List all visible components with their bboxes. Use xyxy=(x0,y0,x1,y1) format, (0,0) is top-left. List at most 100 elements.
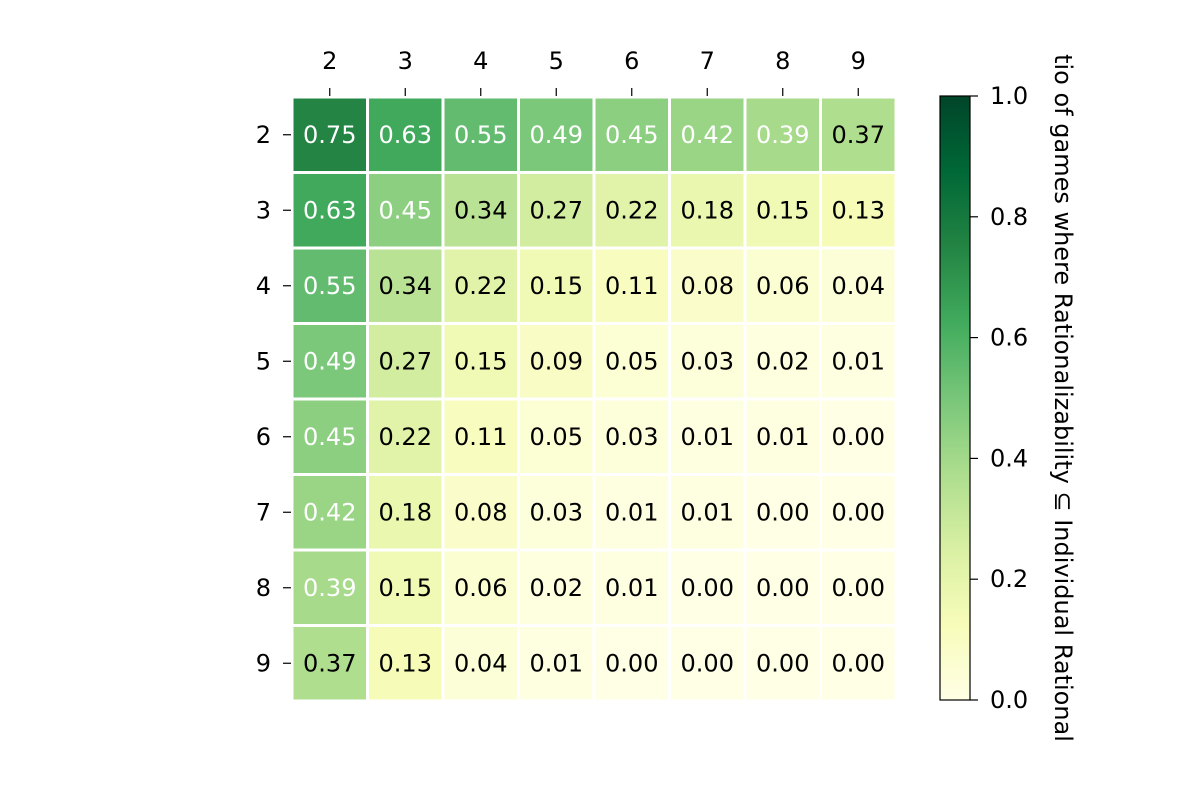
colorbar-tick-label: 0.8 xyxy=(990,203,1028,231)
cell-value-label: 0.75 xyxy=(303,121,356,149)
cell-value-label: 0.11 xyxy=(454,423,507,451)
cell-value-label: 0.37 xyxy=(303,649,356,677)
cell-value-label: 0.39 xyxy=(303,574,356,602)
x-tick-label: 2 xyxy=(322,47,337,75)
heatmap-cell xyxy=(520,98,593,171)
cell-value-label: 0.00 xyxy=(832,423,885,451)
heatmap-cell xyxy=(520,249,593,322)
cell-value-label: 0.49 xyxy=(303,347,356,375)
heatmap-cell xyxy=(822,551,895,624)
cell-value-label: 0.45 xyxy=(379,196,432,224)
x-tick-label: 9 xyxy=(851,47,866,75)
cell-value-label: 0.13 xyxy=(379,649,432,677)
heatmap-cell xyxy=(293,476,366,549)
colorbar-tick-label: 0.0 xyxy=(990,686,1028,714)
x-tick-label: 7 xyxy=(700,47,715,75)
cell-value-label: 0.00 xyxy=(681,649,734,677)
heatmap-cell xyxy=(444,627,517,700)
cell-value-label: 0.11 xyxy=(605,272,658,300)
y-tick-label: 5 xyxy=(256,347,271,375)
heatmap-cell xyxy=(369,249,442,322)
cell-value-label: 0.02 xyxy=(756,347,809,375)
cell-value-label: 0.34 xyxy=(454,196,507,224)
cell-value-label: 0.00 xyxy=(756,498,809,526)
cell-value-label: 0.03 xyxy=(605,423,658,451)
colorbar-tick-label: 1.0 xyxy=(990,82,1028,110)
colorbar-tick-label: 0.6 xyxy=(990,324,1028,352)
y-tick-label: 6 xyxy=(256,423,271,451)
heatmap-cell xyxy=(822,476,895,549)
y-axis-ticks: 2 3 4 5 6 7 8 9 xyxy=(256,121,291,677)
heatmap-cell xyxy=(293,400,366,473)
heatmap-cell xyxy=(444,98,517,171)
cell-value-label: 0.63 xyxy=(379,121,432,149)
x-tick-label: 3 xyxy=(398,47,413,75)
y-tick-label: 3 xyxy=(256,196,271,224)
colorbar-tick-label: 0.2 xyxy=(990,565,1028,593)
cell-value-label: 0.03 xyxy=(530,498,583,526)
heatmap-cell xyxy=(671,400,744,473)
heatmap-cell xyxy=(369,174,442,247)
heatmap-cell xyxy=(369,551,442,624)
heatmap-cell xyxy=(444,325,517,398)
heatmap-cell xyxy=(293,325,366,398)
cell-value-label: 0.34 xyxy=(379,272,432,300)
cell-value-label: 0.00 xyxy=(605,649,658,677)
heatmap-cell xyxy=(595,98,668,171)
cell-value-label: 0.09 xyxy=(530,347,583,375)
cell-value-label: 0.08 xyxy=(454,498,507,526)
y-tick-label: 8 xyxy=(256,574,271,602)
cell-value-label: 0.42 xyxy=(303,498,356,526)
heatmap-cell xyxy=(595,325,668,398)
heatmap-cell xyxy=(520,174,593,247)
x-tick-label: 5 xyxy=(549,47,564,75)
y-tick-label: 9 xyxy=(256,649,271,677)
cell-value-label: 0.01 xyxy=(605,498,658,526)
cell-value-label: 0.55 xyxy=(454,121,507,149)
heatmap-cell xyxy=(746,98,819,171)
heatmap-cell xyxy=(444,174,517,247)
heatmap-cell xyxy=(671,249,744,322)
x-axis-ticks: 2 3 4 5 6 7 8 9 xyxy=(322,47,866,96)
colorbar-gradient xyxy=(939,95,971,701)
heatmap-cell xyxy=(746,174,819,247)
heatmap-cell xyxy=(671,551,744,624)
cell-value-label: 0.00 xyxy=(756,574,809,602)
heatmap-cell xyxy=(444,476,517,549)
heatmap-cell xyxy=(595,476,668,549)
cell-value-label: 0.15 xyxy=(379,574,432,602)
heatmap-cell xyxy=(822,627,895,700)
heatmap-cell xyxy=(595,400,668,473)
cell-value-label: 0.05 xyxy=(605,347,658,375)
heatmap-cell xyxy=(293,627,366,700)
cell-value-label: 0.00 xyxy=(832,574,885,602)
heatmap-cell xyxy=(746,476,819,549)
cell-value-label: 0.45 xyxy=(605,121,658,149)
heatmap-cell xyxy=(671,476,744,549)
colorbar: 0.0 0.2 0.4 0.6 0.8 1.0 tio of games where Ra… xyxy=(939,54,1077,742)
x-tick-label: 6 xyxy=(624,47,639,75)
heatmap-cell xyxy=(746,249,819,322)
cell-value-label: 0.63 xyxy=(303,196,356,224)
cell-value-label: 0.03 xyxy=(681,347,734,375)
cell-value-label: 0.55 xyxy=(303,272,356,300)
heatmap-cell xyxy=(293,98,366,171)
cell-value-label: 0.22 xyxy=(605,196,658,224)
heatmap-cell xyxy=(520,400,593,473)
heatmap-cell xyxy=(822,249,895,322)
heatmap-cell xyxy=(595,249,668,322)
heatmap-cell xyxy=(520,627,593,700)
cell-value-label: 0.27 xyxy=(379,347,432,375)
cell-value-label: 0.00 xyxy=(756,649,809,677)
colorbar-ticks: 0.0 0.2 0.4 0.6 0.8 1.0 xyxy=(970,82,1028,714)
heatmap-cell xyxy=(746,627,819,700)
heatmap-cells: 0.75 0.63 0.55 0.49 0.45 0.42 0.39 0.37 0.63 0.45… xyxy=(293,98,895,700)
cell-value-label: 0.15 xyxy=(756,196,809,224)
heatmap-cell xyxy=(595,174,668,247)
cell-value-label: 0.01 xyxy=(530,649,583,677)
cell-value-label: 0.15 xyxy=(454,347,507,375)
cell-value-label: 0.49 xyxy=(530,121,583,149)
heatmap-cell xyxy=(822,174,895,247)
heatmap-cell xyxy=(671,174,744,247)
